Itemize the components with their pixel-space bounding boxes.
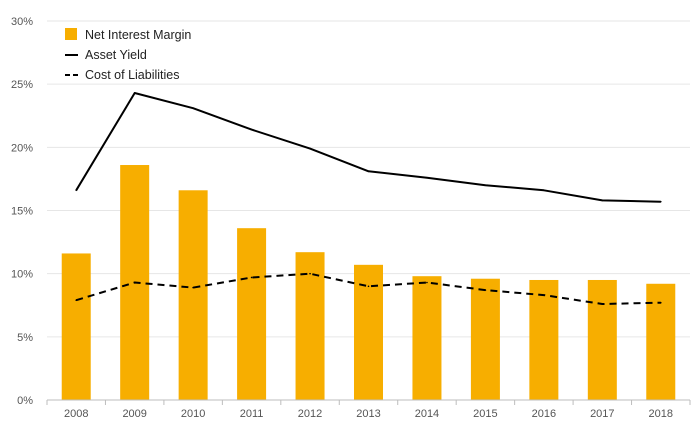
legend-label-cost-of-liabilities: Cost of Liabilities [85,68,180,82]
y-tick-label: 15% [11,206,33,218]
bar-net-interest-margin [529,279,559,400]
bar-net-interest-margin [646,283,676,400]
bar-net-interest-margin [237,228,267,400]
bar-net-interest-margin [61,253,91,400]
bar-net-interest-margin [295,252,325,400]
point-asset-yield [367,170,370,173]
point-cost-of-liabilities [367,285,370,288]
point-asset-yield [250,128,253,131]
point-cost-of-liabilities [309,272,311,275]
point-asset-yield [133,92,136,94]
x-tick-label: 2017 [590,408,614,420]
y-tick-label: 25% [11,79,33,91]
point-asset-yield [601,199,604,202]
point-asset-yield [75,189,78,192]
x-tick-label: 2013 [356,408,380,420]
point-cost-of-liabilities [543,294,545,296]
point-asset-yield [484,184,487,187]
bar-net-interest-margin [587,279,617,400]
point-cost-of-liabilities [250,276,253,279]
x-tick-label: 2012 [298,408,322,420]
y-tick-label: 0% [17,395,33,407]
x-tick-label: 2016 [532,408,556,420]
x-tick-label: 2015 [473,408,497,420]
x-tick-label: 2009 [122,408,146,420]
point-asset-yield [426,176,428,179]
point-asset-yield [543,189,545,192]
bar-net-interest-margin [178,190,208,400]
line-series [75,92,662,305]
y-tick-label: 30% [11,16,33,28]
x-tick-label: 2018 [649,408,673,420]
x-axis: 2008 2009 2010 2011 2012 2013 2014 2015 2016 2017… [46,399,691,420]
point-cost-of-liabilities [75,299,78,301]
y-tick-label: 10% [11,269,33,281]
gridlines [47,20,690,338]
line-cost-of-liabilities [75,272,661,305]
legend-label-net-interest-margin: Net Interest Margin [85,28,191,42]
point-cost-of-liabilities [484,289,487,291]
point-cost-of-liabilities [601,303,604,305]
y-tick-label: 20% [11,142,33,154]
y-tick-label: 5% [17,332,33,344]
bar-net-interest-margin [412,276,442,400]
point-asset-yield [192,107,194,109]
point-cost-of-liabilities [659,301,662,304]
x-tick-label: 2010 [181,408,205,420]
bar-series [61,165,676,400]
point-asset-yield [309,147,311,150]
legend-label-asset-yield: Asset Yield [85,48,147,62]
x-tick-label: 2014 [415,408,439,420]
point-cost-of-liabilities [426,281,428,284]
bar-net-interest-margin [354,264,383,400]
x-tick-label: 2008 [64,408,88,420]
point-asset-yield [659,200,662,203]
x-tick-label: 2011 [240,408,264,420]
point-cost-of-liabilities [133,281,136,284]
point-cost-of-liabilities [192,286,194,289]
legend-swatch-net-interest-margin [65,28,77,40]
bar-net-interest-margin [470,278,500,400]
y-axis-ticks: 0% 5% 10% 15% 20% 25% 30% [11,16,33,407]
legend: Net Interest Margin Asset Yield Cost of … [65,28,191,82]
